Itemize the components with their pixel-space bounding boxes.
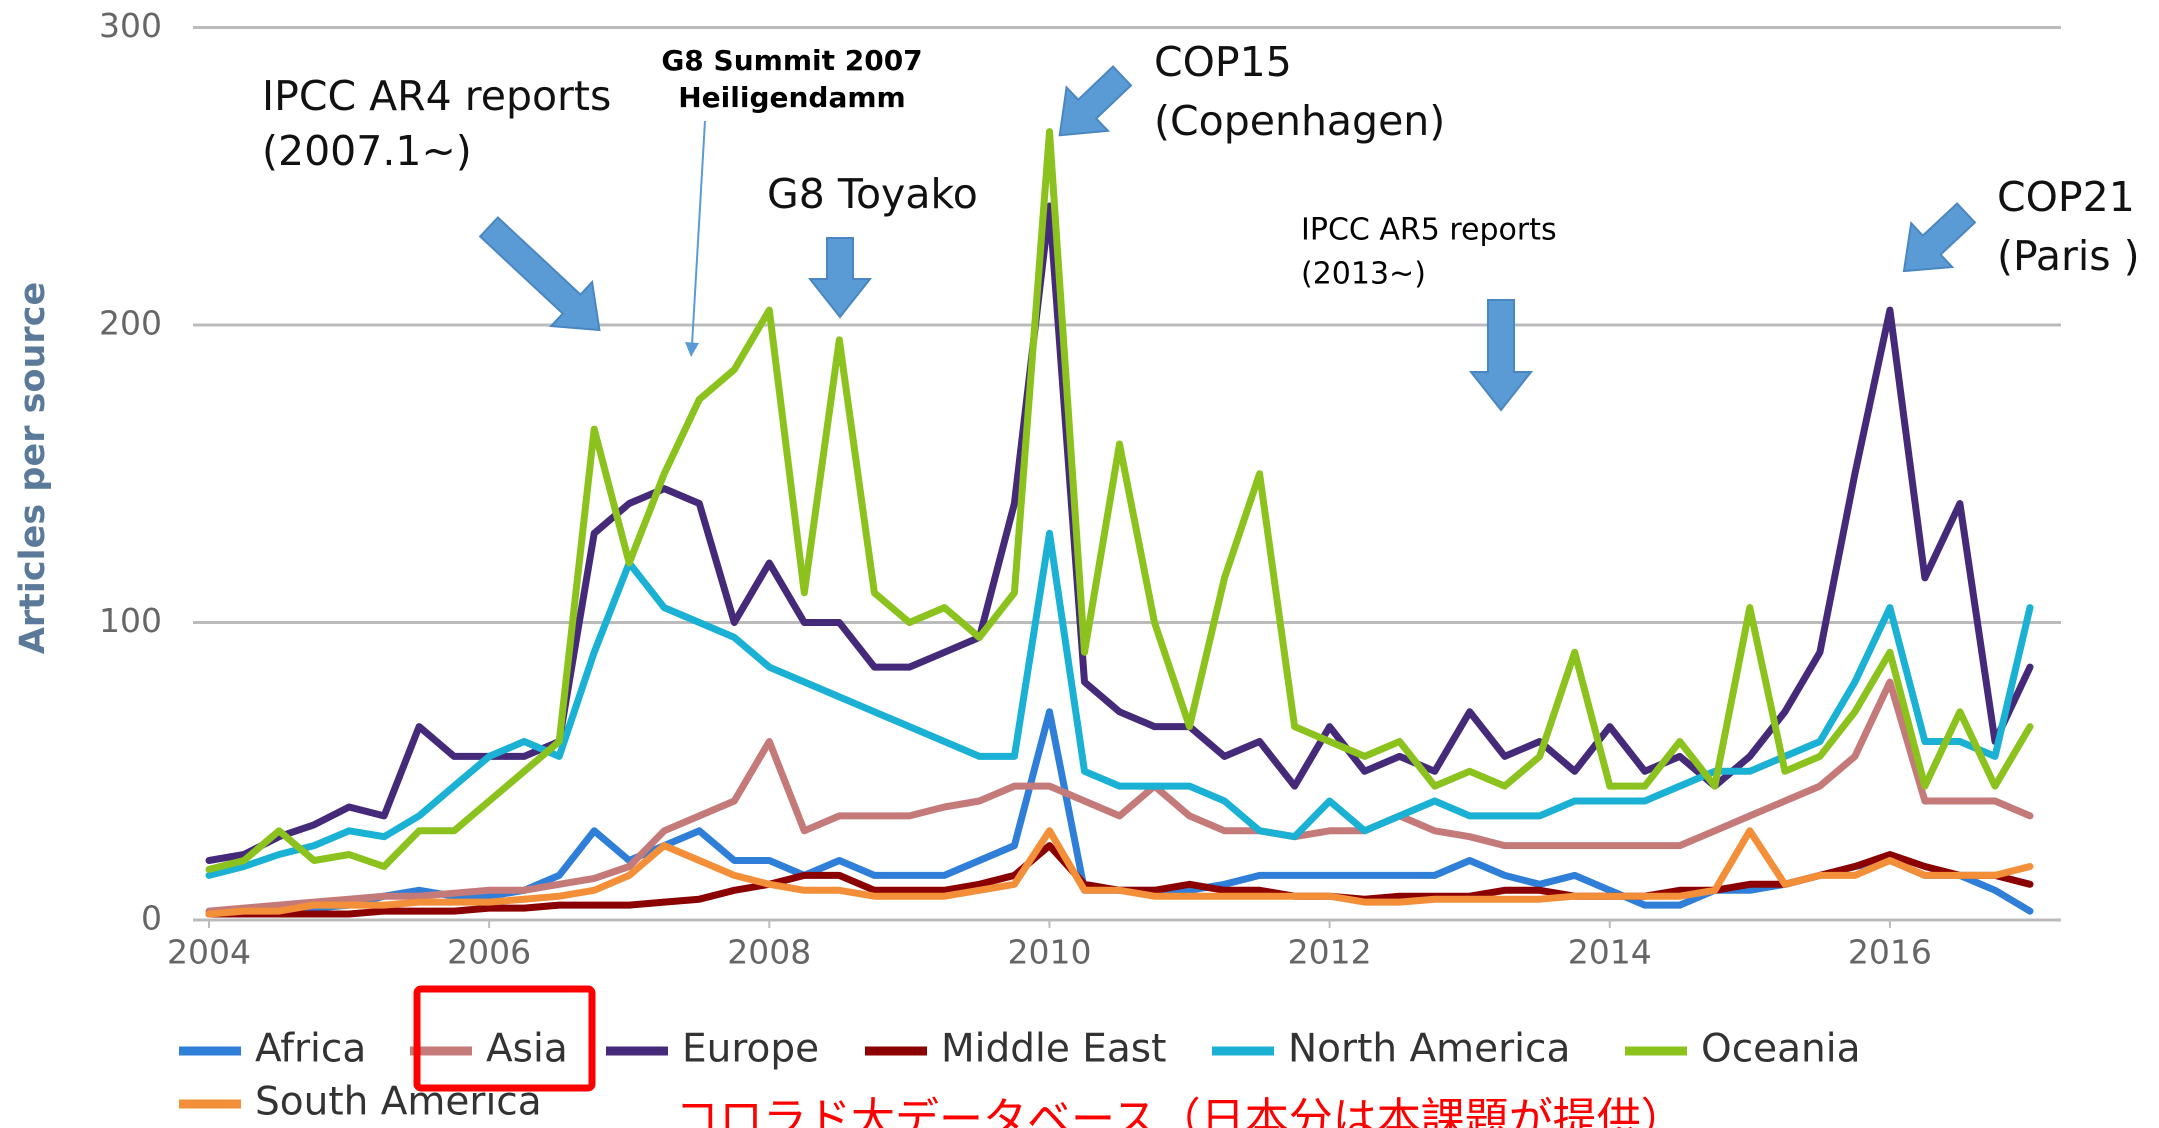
source-note: コロラド大データベース（日本分は本課題が提供）: [675, 1094, 1685, 1128]
x-tick-label: 2004: [167, 933, 251, 972]
x-tick-label: 2008: [727, 933, 811, 972]
arrow: [1058, 65, 1133, 137]
annotation: G8 Toyako: [767, 170, 978, 218]
series-line: [205, 827, 2034, 918]
y-axis-label: Articles per source: [13, 282, 53, 654]
legend-label: Oceania: [1701, 1027, 1861, 1072]
annotation: (2013~): [1301, 257, 1426, 292]
pointer-head: [685, 342, 699, 357]
arrow: [478, 216, 601, 332]
x-tick-label: 2014: [1568, 933, 1652, 972]
arrow: [807, 237, 873, 319]
highlight-box: [413, 985, 596, 1092]
x-tick-label: 2006: [447, 933, 531, 972]
legend-label: North America: [1288, 1027, 1570, 1072]
legend-label: Asia: [486, 1027, 568, 1072]
annotation: G8 Summit 2007: [661, 44, 922, 77]
x-tick-label: 2010: [1007, 933, 1091, 972]
arrow: [1902, 202, 1977, 273]
y-tick-label: 0: [141, 899, 162, 938]
series-line: [205, 678, 2034, 915]
series-line: [205, 128, 2034, 873]
annotation: COP15: [1154, 38, 1292, 86]
annotation: (Copenhagen): [1154, 97, 1445, 145]
y-tick-label: 100: [99, 601, 162, 640]
legend-label: Middle East: [941, 1027, 1166, 1072]
x-tick-label: 2016: [1848, 933, 1932, 972]
annotation: (Paris ): [1997, 232, 2140, 280]
arrow: [1468, 299, 1534, 412]
series-line: [205, 529, 2034, 879]
annotation: IPCC AR4 reports: [262, 72, 611, 120]
y-tick-label: 300: [99, 6, 162, 45]
legend-label: Africa: [255, 1027, 366, 1072]
annotation: (2007.1~): [262, 127, 472, 175]
y-tick-label: 200: [99, 304, 162, 343]
x-tick-label: 2012: [1288, 933, 1372, 972]
pointer-line: [691, 120, 706, 346]
legend-label: Europe: [682, 1027, 819, 1072]
series-line: [205, 202, 2034, 864]
annotation: Heiligendamm: [678, 81, 905, 114]
annotation: COP21: [1997, 173, 2135, 221]
annotation: IPCC AR5 reports: [1301, 213, 1557, 248]
